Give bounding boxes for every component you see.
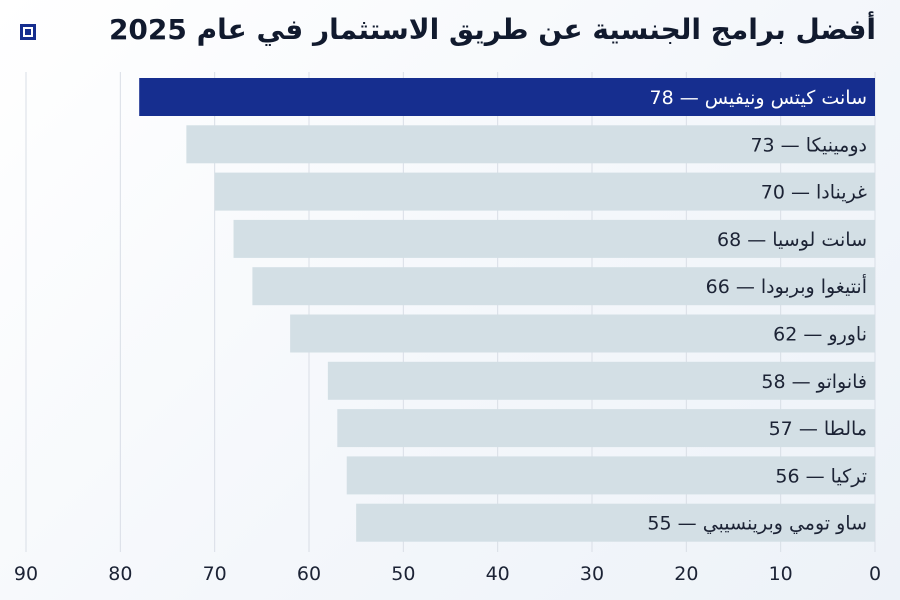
- bar: [346, 456, 875, 495]
- bar-label: ناورو — 62: [773, 324, 867, 346]
- logo-icon: [20, 24, 36, 40]
- bar: [139, 78, 875, 116]
- x-tick-label: 70: [203, 563, 227, 585]
- bar-label: دومينيكا — 73: [750, 134, 867, 156]
- bar-label: غرينادا — 70: [761, 182, 867, 204]
- bar-label: سانت لوسيا — 68: [717, 229, 867, 251]
- bar: [252, 267, 875, 306]
- x-tick-label: 30: [580, 563, 604, 585]
- x-tick-label: 0: [869, 563, 881, 585]
- bar-label: فانواتو — 58: [761, 371, 867, 393]
- bar-label: ساو تومي وبرينسيبي — 55: [647, 513, 867, 535]
- bar: [233, 219, 876, 258]
- x-tick-label: 40: [486, 563, 510, 585]
- x-tick-label: 60: [297, 563, 321, 585]
- bar-label: سانت كيتس ونيفيس — 78: [650, 87, 868, 109]
- x-tick-label: 10: [769, 563, 793, 585]
- bar: [327, 361, 875, 400]
- chart-title: أفضل برامج الجنسية عن طريق الاستثمار في …: [108, 13, 876, 46]
- x-tick-label: 20: [674, 563, 698, 585]
- x-tick-label: 90: [14, 563, 38, 585]
- x-tick-label: 50: [391, 563, 415, 585]
- bar-label: أنتيغوا وبربودا — 66: [706, 274, 867, 298]
- bar-label: مالطا — 57: [769, 418, 867, 440]
- bar: [290, 314, 876, 353]
- bar-label: تركيا — 56: [775, 465, 867, 487]
- x-tick-label: 80: [108, 563, 132, 585]
- bar: [356, 503, 876, 542]
- bar: [337, 409, 875, 448]
- bar: [214, 172, 875, 211]
- bar: [186, 125, 875, 164]
